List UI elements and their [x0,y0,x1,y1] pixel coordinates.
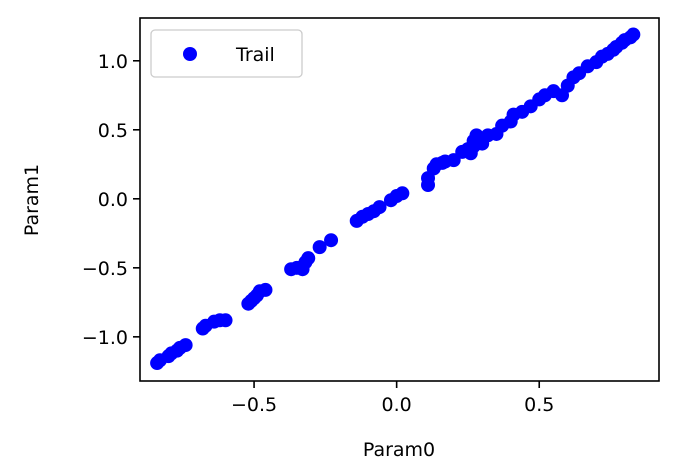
y-tick-label: −1.0 [82,327,128,349]
legend-box [150,29,303,78]
x-tick-label: 0.5 [524,394,554,416]
x-axis: −0.5 0.0 0.5 [231,381,554,416]
legend-label-trail: Trail [235,44,275,66]
data-point [218,313,233,328]
x-axis-label: Param0 [363,439,435,461]
y-axis-label: Param1 [21,164,43,236]
data-point [301,251,316,266]
points-layer [150,27,641,371]
data-point [324,233,339,248]
legend-marker-trail [183,47,197,61]
y-axis: −1.0 −0.5 0.0 0.5 1.0 [82,51,140,349]
y-tick-label: 0.0 [98,189,128,211]
y-tick-label: 0.5 [98,120,128,142]
data-point [626,27,641,42]
data-point [258,282,273,297]
data-point [372,200,387,215]
y-tick-label: −0.5 [82,258,128,280]
x-tick-label: −0.5 [231,394,277,416]
y-tick-label: 1.0 [98,51,128,73]
data-point [178,338,193,353]
x-tick-label: 0.0 [382,394,412,416]
data-point [312,240,327,255]
data-point [395,186,410,201]
legend: Trail [150,29,303,78]
